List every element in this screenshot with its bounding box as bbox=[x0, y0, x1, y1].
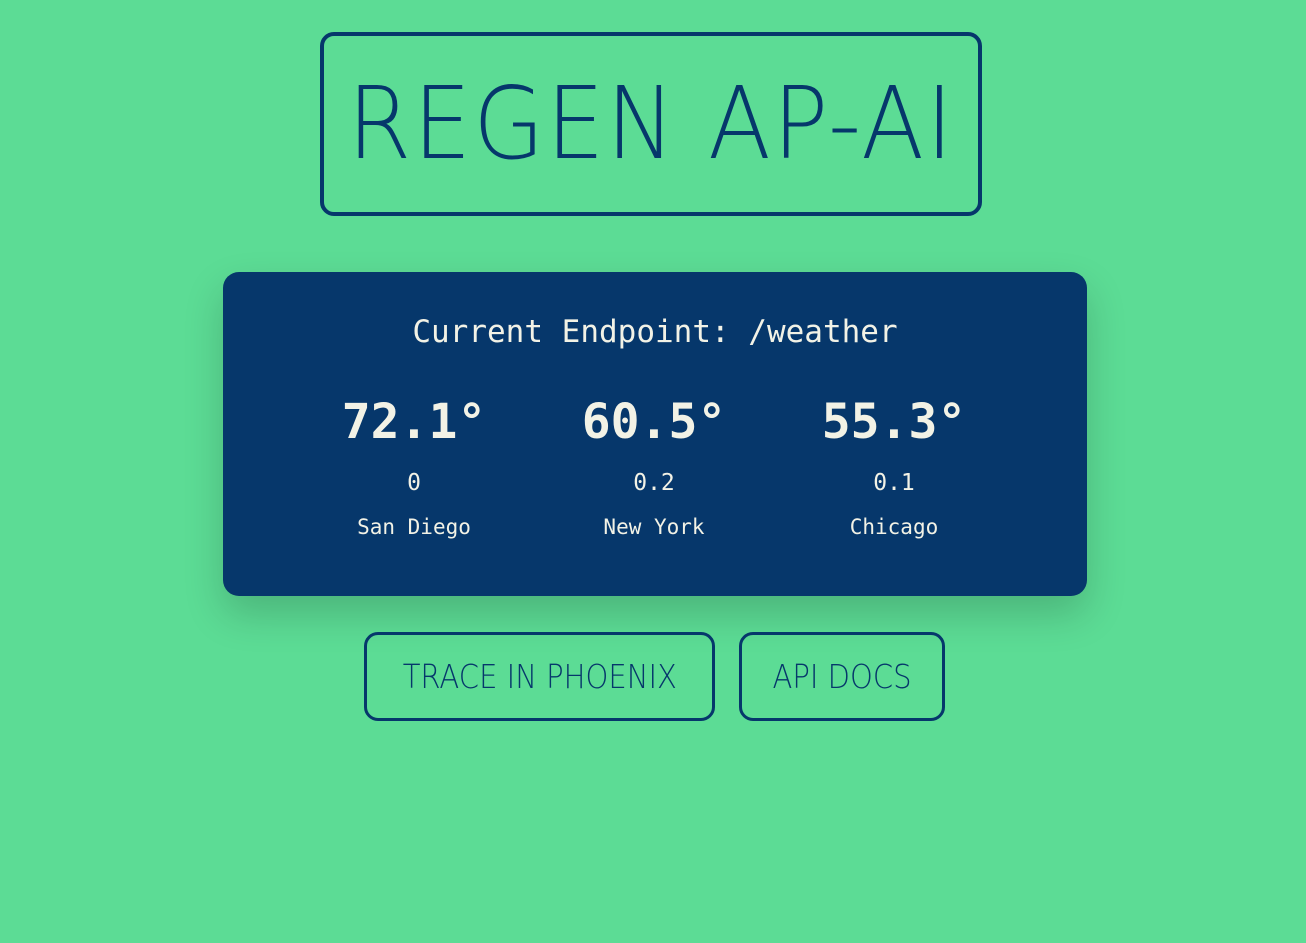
trace-in-phoenix-label: TRACE IN PHOENIX bbox=[402, 657, 677, 696]
weather-card: Current Endpoint: /weather 72.1° 0 San D… bbox=[223, 272, 1087, 596]
temperature-value: 55.3° bbox=[821, 394, 967, 450]
city-name: New York bbox=[603, 515, 705, 539]
city-weather-san-diego: 72.1° 0 San Diego bbox=[304, 396, 524, 540]
temperature-value: 60.5° bbox=[581, 394, 727, 450]
city-weather-new-york: 60.5° 0.2 New York bbox=[544, 396, 764, 540]
api-docs-button[interactable]: API DOCS bbox=[739, 632, 945, 721]
trace-in-phoenix-button[interactable]: TRACE IN PHOENIX bbox=[364, 632, 715, 721]
endpoint-label: Current Endpoint: /weather bbox=[412, 314, 898, 350]
temperature-value: 72.1° bbox=[341, 394, 487, 450]
city-name: Chicago bbox=[849, 515, 939, 539]
precipitation-value: 0 bbox=[407, 470, 421, 496]
page-title: REGEN AP-AI bbox=[347, 65, 955, 182]
city-weather-chicago: 55.3° 0.1 Chicago bbox=[784, 396, 1004, 540]
api-docs-label: API DOCS bbox=[772, 657, 912, 696]
city-name: San Diego bbox=[357, 515, 471, 539]
precipitation-value: 0.2 bbox=[633, 470, 675, 496]
title-banner: REGEN AP-AI bbox=[320, 32, 982, 216]
precipitation-value: 0.1 bbox=[873, 470, 915, 496]
